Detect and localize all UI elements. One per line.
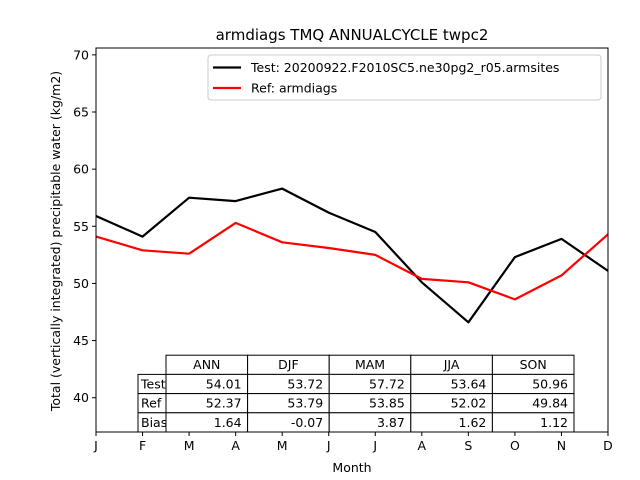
legend-label: Ref: armdiags bbox=[251, 81, 337, 96]
table-cell-value: 3.87 bbox=[377, 415, 405, 430]
y-tick-label: 60 bbox=[73, 162, 89, 177]
series-line-0 bbox=[95, 187, 609, 324]
y-tick-label: 70 bbox=[73, 47, 89, 62]
legend-box bbox=[207, 54, 602, 101]
table-col-label: ANN bbox=[193, 357, 220, 372]
series-layer bbox=[95, 187, 609, 324]
table-cell-value: 1.12 bbox=[540, 415, 568, 430]
chart-title: armdiags TMQ ANNUALCYCLE twpc2 bbox=[216, 26, 489, 44]
x-tick-label: M bbox=[184, 438, 195, 453]
table-cell-value: 49.84 bbox=[532, 396, 568, 411]
y-tick-label: 40 bbox=[73, 390, 89, 405]
table-row-label: Test bbox=[140, 376, 166, 391]
table-cell-value: 57.72 bbox=[369, 376, 405, 391]
table-row-label: Bias bbox=[141, 415, 167, 430]
y-tick-label: 65 bbox=[73, 105, 89, 120]
table-cell-value: 53.79 bbox=[287, 396, 323, 411]
y-tick-label: 50 bbox=[73, 276, 89, 291]
x-tick-label: J bbox=[326, 438, 331, 453]
x-tick-label: F bbox=[139, 438, 146, 453]
table-cell-value: 54.01 bbox=[206, 376, 242, 391]
x-tick-label: S bbox=[464, 438, 472, 453]
table-col-label: DJF bbox=[278, 357, 299, 372]
x-tick-label: A bbox=[418, 438, 427, 453]
table-col-label: SON bbox=[520, 357, 547, 372]
table-cell-value: 52.37 bbox=[206, 396, 242, 411]
table-cell-value: 1.62 bbox=[459, 415, 487, 430]
x-tick-label: J bbox=[372, 438, 377, 453]
table-cell-value: -0.07 bbox=[291, 415, 323, 430]
x-tick-label: M bbox=[277, 438, 288, 453]
x-tick-label: A bbox=[231, 438, 240, 453]
table-row-label: Ref bbox=[141, 396, 162, 411]
x-tick-label: J bbox=[93, 438, 98, 453]
table-cell-value: 53.64 bbox=[451, 376, 487, 391]
x-tick-label: D bbox=[603, 438, 613, 453]
y-tick-label: 45 bbox=[73, 333, 89, 348]
x-tick-label: N bbox=[557, 438, 566, 453]
table-cell-value: 53.72 bbox=[287, 376, 323, 391]
table-col-label: MAM bbox=[355, 357, 385, 372]
table-cell-value: 50.96 bbox=[532, 376, 568, 391]
stats-table: ANN DJF MAM JJA SON Test 54.01 53.72 57.72 53.64 5… bbox=[137, 354, 575, 433]
table-cell bbox=[491, 412, 575, 433]
table-cell-value: 1.64 bbox=[214, 415, 242, 430]
x-axis-label: Month bbox=[332, 460, 371, 475]
x-tick-label: O bbox=[510, 438, 520, 453]
table-cell-value: 52.02 bbox=[451, 396, 487, 411]
series-line-1 bbox=[95, 221, 609, 301]
legend: Test: 20200922.F2010SC5.ne30pg2_r05.arms… bbox=[207, 54, 602, 101]
y-tick-label: 55 bbox=[73, 219, 89, 234]
table-cell-value: 53.85 bbox=[369, 396, 405, 411]
table-col-label: JJA bbox=[443, 357, 460, 372]
legend-label: Test: 20200922.F2010SC5.ne30pg2_r05.arms… bbox=[250, 60, 559, 75]
y-axis-label: Total (vertically integrated) precipitab… bbox=[48, 71, 63, 412]
